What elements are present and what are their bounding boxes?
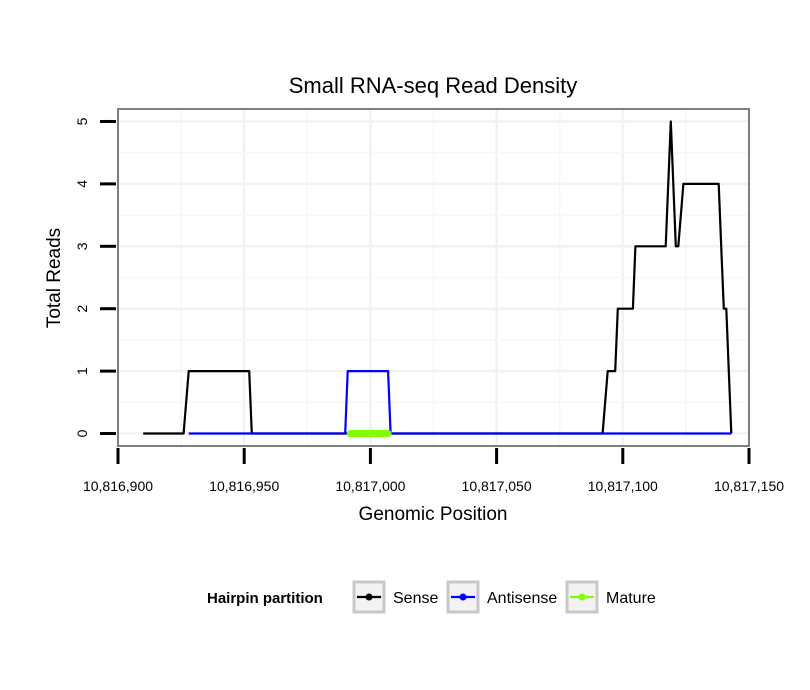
legend: Hairpin partition Sense Antisense Mature <box>207 580 656 614</box>
legend-label-sense: Sense <box>393 590 438 607</box>
y-tick-label: 5 <box>74 117 90 125</box>
y-tick-label: 2 <box>74 305 90 313</box>
x-axis-title: Genomic Position <box>359 504 508 525</box>
legend-label-mature: Mature <box>606 590 656 607</box>
legend-title: Hairpin partition <box>207 590 323 607</box>
series-line-sense <box>143 120 733 435</box>
x-tick-label: 10,817,100 <box>588 478 658 494</box>
legend-key-point <box>459 593 467 601</box>
legend-key-point <box>365 593 373 601</box>
y-tick-label: 1 <box>74 367 90 375</box>
legend-label-antisense: Antisense <box>487 590 557 607</box>
y-axis-title: Total Reads <box>44 228 65 328</box>
x-tick-label: 10,816,950 <box>209 478 279 494</box>
y-axis: 0 1 2 3 4 5 <box>74 117 116 437</box>
plot-border <box>117 108 750 447</box>
chart-title: Small RNA-seq Read Density <box>289 73 578 98</box>
series-line-antisense <box>188 370 732 435</box>
y-tick-label: 4 <box>74 180 90 188</box>
x-axis: 10,816,900 10,816,950 10,817,000 10,817,050… <box>83 448 784 494</box>
y-tick-label: 0 <box>74 429 90 437</box>
x-tick-label: 10,817,150 <box>714 478 784 494</box>
y-tick-label: 3 <box>74 242 90 250</box>
x-tick-label: 10,817,050 <box>462 478 532 494</box>
x-tick-label: 10,816,900 <box>83 478 153 494</box>
legend-key-point <box>578 593 586 601</box>
series-layer <box>143 120 733 437</box>
x-tick-label: 10,817,000 <box>335 478 405 494</box>
